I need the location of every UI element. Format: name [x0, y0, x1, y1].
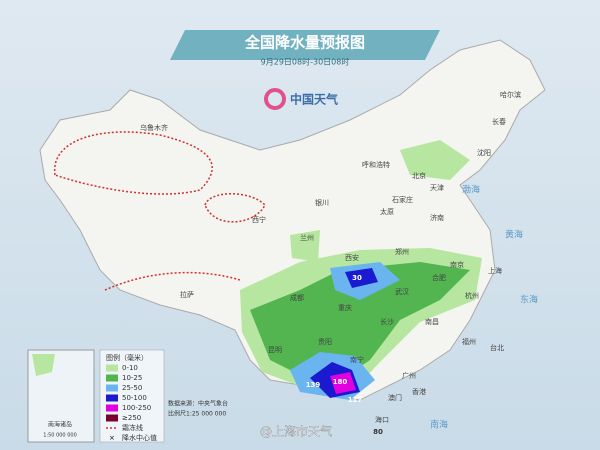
city: 上海	[488, 266, 502, 275]
city: 济南	[430, 213, 444, 222]
legend-label: 100-250	[122, 404, 151, 412]
city: 南京	[450, 260, 464, 269]
legend-swatch	[106, 374, 118, 382]
city: 银川	[315, 198, 329, 207]
legend-label: ≥250	[122, 414, 141, 422]
center-value: 117	[348, 396, 363, 404]
city: 太原	[380, 207, 394, 216]
source: 数据来源：中央气象台	[168, 400, 228, 408]
frost-line	[204, 193, 266, 223]
legend-label: 25-50	[122, 384, 142, 392]
logo-text: 中国天气	[290, 92, 338, 107]
city: 西宁	[252, 215, 266, 224]
scale: 比例尺1:25 000 000	[168, 410, 226, 418]
city: 哈尔滨	[500, 90, 521, 99]
city: 沈阳	[477, 148, 491, 157]
inset-land	[32, 354, 55, 376]
city: 重庆	[338, 303, 352, 312]
center-value: 30	[352, 274, 362, 282]
legend-swatch	[106, 394, 118, 402]
city: 合肥	[432, 273, 446, 282]
inset-scale: 1:50 000 000	[43, 433, 77, 439]
inset-title: 南海诸岛	[48, 421, 72, 429]
city: 澳门	[388, 393, 402, 402]
legend-swatch	[106, 404, 118, 412]
legend-label: 降水中心值	[122, 433, 157, 442]
city: 拉萨	[180, 290, 194, 299]
city: 广州	[402, 371, 416, 380]
city: 石家庄	[392, 195, 413, 204]
city: 南宁	[350, 355, 364, 364]
sea-label: 黄海	[505, 229, 523, 241]
frost-line	[104, 271, 241, 291]
legend-label: 50-100	[122, 394, 147, 402]
center-value: 180	[333, 378, 348, 386]
city: 昆明	[268, 346, 282, 354]
sea-label: 东海	[520, 294, 538, 306]
city: 天津	[430, 184, 444, 192]
title-banner	[170, 30, 440, 60]
rain-0-10	[290, 230, 320, 262]
legend-label: 霜冻线	[122, 423, 143, 432]
city: 福州	[462, 337, 476, 346]
rain-10-25	[250, 262, 470, 380]
center-value: 139	[306, 381, 321, 389]
subtitle: 9月29日08时-30日08时	[261, 57, 350, 67]
city: 台北	[490, 343, 504, 352]
g: 乌鲁木齐 哈尔滨 长春 沈阳 呼和浩特 北京 天津 石家庄 太原 济南 银川 西…	[140, 90, 521, 424]
sea-label: 渤海	[462, 184, 480, 196]
legend-label: 10-25	[122, 374, 142, 382]
city: 兰州	[300, 233, 314, 242]
city: 成都	[290, 293, 304, 302]
legend-title: 图例（毫米）	[106, 353, 148, 362]
legend-cross: ×	[109, 434, 115, 442]
center-value: 80	[373, 428, 383, 436]
city: 乌鲁木齐	[140, 123, 168, 132]
legend-swatch	[106, 414, 118, 422]
city: 杭州	[465, 291, 479, 300]
rain-50-100	[345, 268, 378, 288]
legend-swatch	[106, 364, 118, 372]
logo-icon	[264, 88, 286, 110]
city: 香港	[412, 387, 426, 396]
rain-100-250	[330, 372, 356, 394]
city: 北京	[412, 171, 426, 180]
city: 南昌	[425, 317, 439, 326]
city: 贵阳	[318, 337, 332, 346]
rain-0-10	[400, 140, 470, 180]
title: 全国降水量预报图	[244, 34, 365, 52]
city: 呼和浩特	[362, 160, 390, 169]
sea-label: 南海	[430, 419, 448, 431]
legend-swatch	[106, 384, 118, 392]
city: 郑州	[395, 248, 409, 256]
city: 西安	[345, 253, 359, 262]
legend-label: 0-10	[122, 364, 138, 372]
city: 武汉	[395, 287, 409, 296]
city: 长春	[492, 117, 506, 126]
city: 海口	[375, 415, 389, 424]
watermark: @上海市天气	[260, 424, 332, 439]
city: 长沙	[380, 317, 394, 326]
